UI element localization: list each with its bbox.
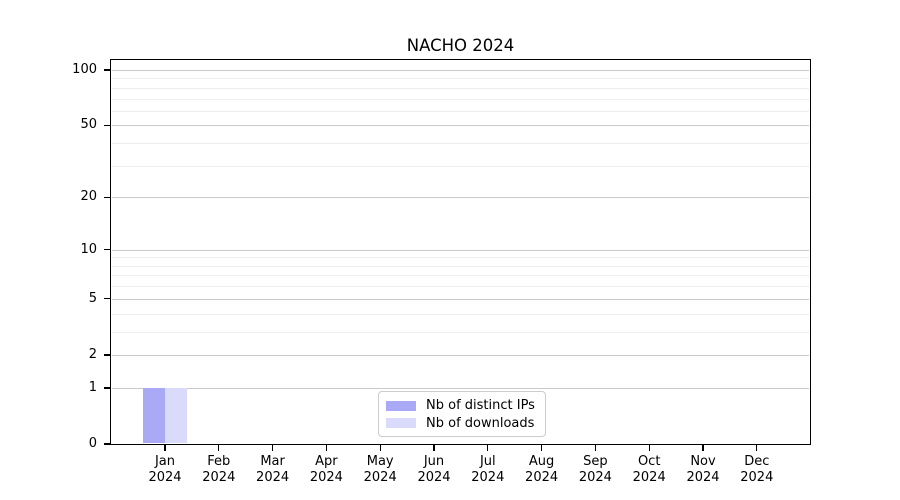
x-axis-tick-label: Mar 2024 [256, 454, 290, 485]
legend-label-downloads: Nb of downloads [426, 415, 535, 431]
y-axis-tick-label: 50 [80, 117, 97, 133]
x-axis-tick [379, 444, 381, 452]
y-axis-tick [104, 298, 111, 300]
grid-line-minor [112, 98, 809, 100]
x-axis-tick [218, 444, 220, 452]
grid-line-major [112, 354, 809, 356]
x-axis-tick [164, 444, 166, 452]
x-axis-tick-label: May 2024 [363, 454, 397, 485]
y-axis-tick-label: 100 [72, 61, 97, 77]
bar-downloads [165, 387, 187, 444]
grid-line-minor [112, 143, 809, 145]
legend-item-distinct-ips: Nb of distinct IPs [386, 397, 537, 415]
grid-line-minor [112, 78, 809, 80]
x-axis-tick-label: Feb 2024 [202, 454, 236, 485]
x-axis-tick-label: Oct 2024 [632, 454, 666, 485]
grid-line-major [112, 249, 809, 251]
grid-line-major [112, 387, 809, 389]
grid-line-minor [112, 165, 809, 167]
legend-swatch-distinct-ips [386, 400, 416, 411]
grid-line-minor [112, 275, 809, 277]
x-axis-tick [272, 444, 274, 452]
grid-line-major [112, 125, 809, 127]
y-axis-tick-label: 2 [88, 346, 97, 362]
y-axis-tick [104, 124, 111, 127]
grid-line-minor [112, 110, 809, 112]
y-axis-tick-label: 10 [80, 241, 97, 257]
chart-title: NACHO 2024 [406, 36, 515, 55]
y-axis-tick [104, 249, 111, 251]
grid-line-minor [112, 265, 809, 267]
x-axis-tick [594, 444, 597, 452]
plot-area [110, 59, 811, 445]
legend-label-distinct-ips: Nb of distinct IPs [426, 398, 535, 414]
x-axis-tick [648, 444, 650, 452]
x-axis-tick [541, 444, 543, 452]
x-axis-tick [487, 444, 489, 452]
x-axis-tick-label: Nov 2024 [686, 454, 720, 485]
x-axis-tick-label: Sep 2024 [578, 454, 612, 485]
y-axis-tick [104, 196, 111, 198]
legend: Nb of distinct IPs Nb of downloads [378, 391, 546, 437]
y-axis-tick-label: 1 [88, 379, 97, 395]
x-axis-tick [702, 444, 704, 452]
x-axis-tick-label: Dec 2024 [740, 454, 774, 485]
x-axis-tick-label: Jul 2024 [471, 454, 505, 485]
legend-item-downloads: Nb of downloads [386, 415, 537, 433]
x-axis-tick-label: Aug 2024 [525, 454, 559, 485]
x-axis-tick [756, 444, 758, 452]
y-axis-tick [104, 387, 111, 389]
x-axis-tick [433, 444, 435, 452]
x-axis-tick-label: Apr 2024 [309, 454, 343, 485]
y-axis-tick [104, 354, 111, 356]
y-axis-tick-label: 5 [88, 290, 97, 306]
grid-line-minor [112, 286, 809, 288]
grid-line-major [112, 69, 809, 71]
bar-distinct-ips [143, 387, 165, 444]
legend-swatch-downloads [386, 418, 416, 429]
grid-line-major [112, 298, 809, 300]
x-axis-tick-label: Jan 2024 [148, 454, 182, 485]
grid-line-minor [112, 257, 809, 259]
y-axis-tick [104, 69, 111, 71]
y-axis-tick-label: 20 [80, 189, 97, 205]
y-axis-tick-label: 0 [88, 436, 97, 451]
x-axis-tick [325, 444, 328, 452]
grid-line-minor [112, 331, 809, 333]
grid-line-major [112, 197, 809, 199]
grid-line-minor [112, 313, 809, 315]
grid-line-minor [112, 87, 809, 89]
y-axis-tick [104, 443, 111, 445]
x-axis-tick-label: Jun 2024 [417, 454, 451, 485]
